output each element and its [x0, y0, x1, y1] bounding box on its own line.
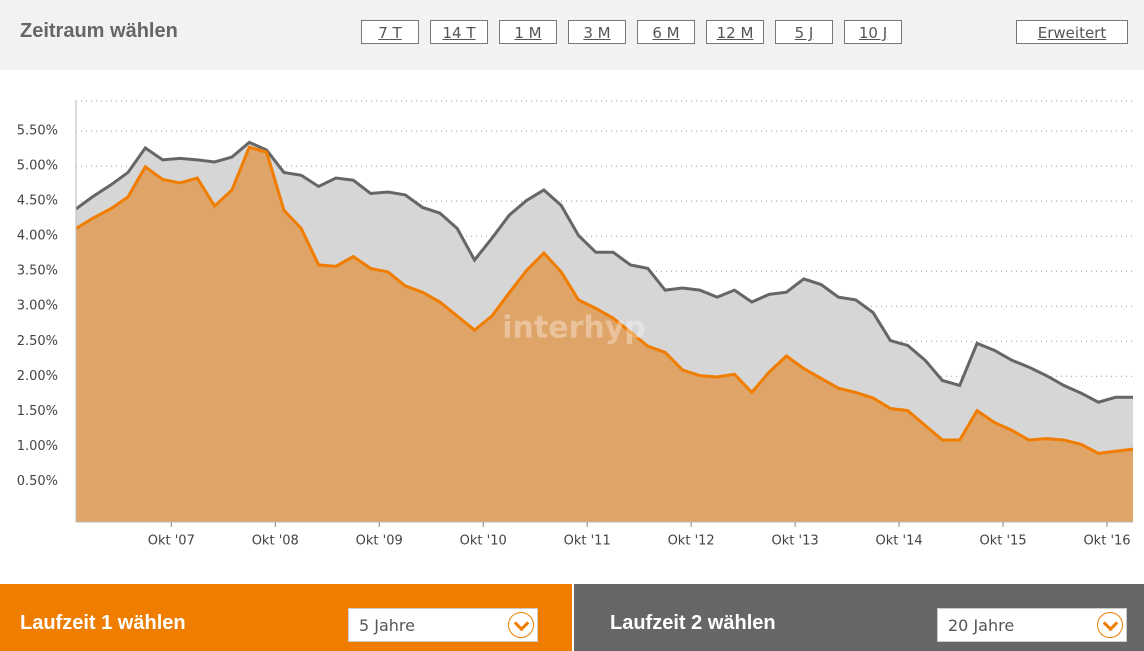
range-button[interactable]: 12 M: [706, 20, 764, 44]
select[interactable]: 5 Jahre: [348, 608, 538, 642]
y-tick-label: 5.00%: [17, 159, 58, 174]
y-tick-label: 3.50%: [17, 264, 58, 279]
y-tick-label: 1.00%: [17, 439, 58, 454]
range-button[interactable]: 10 J: [844, 20, 902, 44]
x-tick-label: Okt '10: [460, 534, 507, 549]
area: [76, 147, 1133, 522]
footer-right: Laufzeit 2 wählen 20 Jahre: [574, 584, 1144, 651]
range-button[interactable]: 14 T: [430, 20, 488, 44]
x-tick-label: Okt '13: [772, 534, 819, 549]
select[interactable]: 20 Jahre: [937, 608, 1127, 642]
footer-left: Laufzeit 1 wählen 5 Jahre: [0, 584, 572, 651]
watermark: interhyp: [502, 311, 646, 346]
x-tick-label: Okt '09: [356, 534, 403, 549]
chart: 0.50% 1.00% 1.50% 2.00% 2.50% 3.00% 3.50% 4.00%…: [17, 100, 1134, 549]
range-button[interactable]: 6 M: [637, 20, 695, 44]
range-button[interactable]: 1 M: [499, 20, 557, 44]
advanced-button[interactable]: Erweitert: [1016, 20, 1128, 44]
header: Zeitraum wählen 7 T 14 T 1 M 3 M 6 M 12 M 5 J 1…: [0, 0, 1144, 70]
x-tick-label: Okt '08: [252, 534, 299, 549]
x-tick-label: Okt '11: [564, 534, 611, 549]
y-tick-label: 2.50%: [17, 334, 58, 349]
range-button[interactable]: 3 M: [568, 20, 626, 44]
y-tick-label: 1.50%: [17, 404, 58, 419]
selected: 20 Jahre: [948, 616, 1015, 635]
selected: 5 Jahre: [359, 616, 415, 635]
title: Zeitraum wählen: [20, 20, 178, 42]
label: Laufzeit 2 wählen: [610, 612, 776, 634]
y-tick-label: 4.00%: [17, 229, 58, 244]
y-tick-label: 4.50%: [17, 194, 58, 209]
line: [75, 140, 1133, 404]
x-tick-label: Okt '16: [1083, 534, 1130, 549]
x-tick-label: Okt '14: [876, 534, 923, 549]
y-tick-label: 3.00%: [17, 299, 58, 314]
y-tick-label: 0.50%: [17, 474, 58, 489]
chevron: [1097, 612, 1123, 638]
range-button[interactable]: 7 T: [361, 20, 419, 44]
x-tick-label: Okt '12: [668, 534, 715, 549]
label: Laufzeit 1 wählen: [20, 612, 186, 634]
x-tick-label: Okt '07: [148, 534, 195, 549]
x-tick-label: Okt '15: [979, 534, 1026, 549]
line: [75, 145, 1134, 455]
chevron: [508, 612, 534, 638]
y-tick-label: 2.00%: [17, 369, 58, 384]
range-button[interactable]: 5 J: [775, 20, 833, 44]
y-tick-label: 5.50%: [17, 124, 58, 139]
